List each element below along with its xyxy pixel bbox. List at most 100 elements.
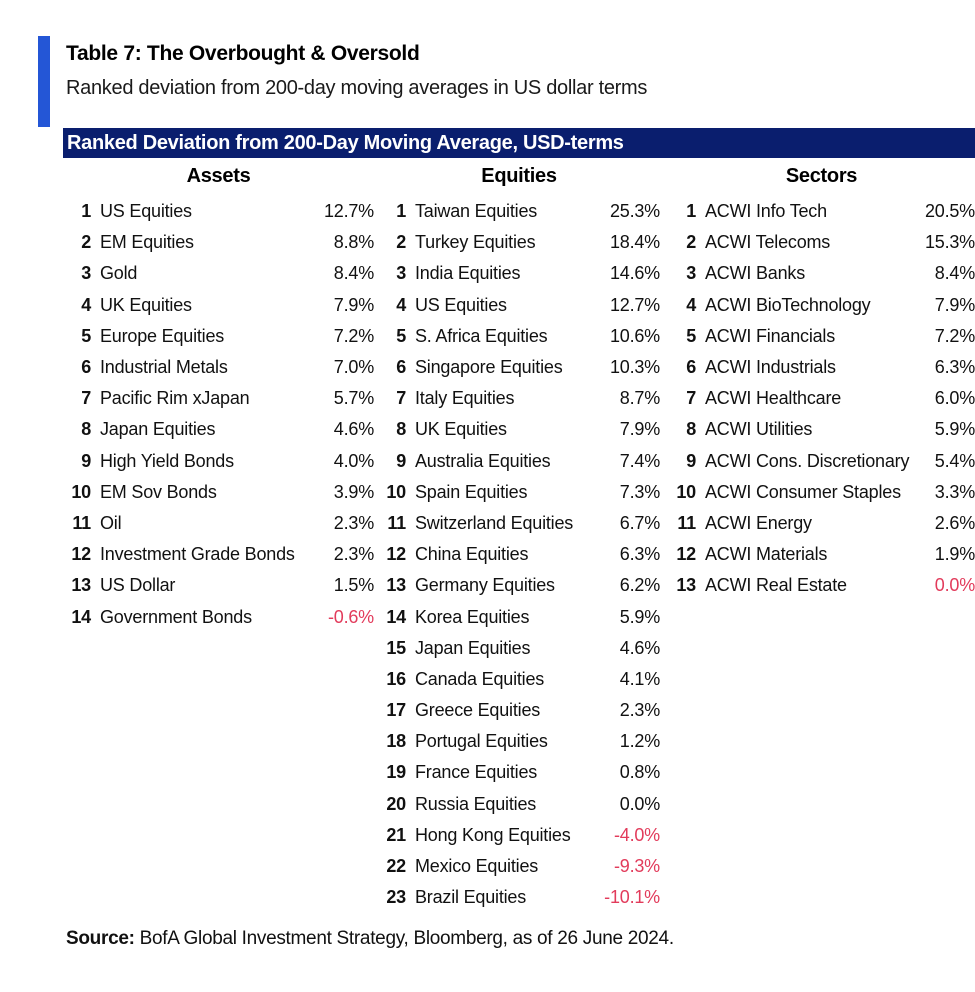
rank-cell: 7 [396, 388, 406, 409]
table-row: 18 Portugal Equities 1.2% [378, 726, 660, 757]
name-cell: US Dollar [100, 575, 176, 596]
name-cell: Pacific Rim xJapan [100, 388, 250, 409]
table-row: 5 Europe Equities 7.2% [63, 321, 374, 352]
table-row: 3 Gold 8.4% [63, 258, 374, 289]
rank-cell: 1 [396, 201, 406, 222]
assets-column-header: Assets [186, 165, 251, 187]
table-row: 9 High Yield Bonds 4.0% [63, 446, 374, 477]
name-cell: Taiwan Equities [415, 201, 538, 222]
name-cell: Industrial Metals [100, 357, 228, 378]
name-cell: Brazil Equities [415, 887, 527, 908]
value-cell: 3.3% [934, 481, 975, 502]
name-cell: US Equities [415, 294, 507, 315]
rank-cell: 12 [676, 544, 696, 565]
table-row: 6 Singapore Equities 10.3% [378, 352, 660, 383]
value-cell: 1.2% [619, 731, 660, 752]
rank-cell: 18 [386, 731, 406, 752]
value-cell: 6.7% [619, 512, 660, 533]
section-banner: Ranked Deviation from 200-Day Moving Ave… [63, 128, 975, 158]
rank-cell: 22 [386, 856, 406, 877]
value-cell: 8.4% [934, 263, 975, 284]
value-cell: 20.5% [924, 201, 975, 222]
table-row: 10 EM Sov Bonds 3.9% [63, 477, 374, 508]
rank-cell: 11 [387, 512, 406, 533]
table-row: 2 ACWI Telecoms 15.3% [668, 227, 975, 258]
name-cell: Mexico Equities [415, 856, 539, 877]
table-row: 4 ACWI BioTechnology 7.9% [668, 290, 975, 321]
rank-cell: 10 [386, 481, 406, 502]
name-cell: Korea Equities [415, 606, 530, 627]
table-row: 12 Investment Grade Bonds 2.3% [63, 539, 374, 570]
name-cell: Australia Equities [415, 450, 551, 471]
value-cell: 2.3% [333, 512, 374, 533]
name-cell: Government Bonds [100, 606, 252, 627]
rank-cell: 7 [81, 388, 91, 409]
value-cell: 12.7% [323, 201, 374, 222]
table-row: 3 ACWI Banks 8.4% [668, 258, 975, 289]
table-row: 7 ACWI Healthcare 6.0% [668, 383, 975, 414]
table-row: 11 ACWI Energy 2.6% [668, 508, 975, 539]
rank-cell: 15 [386, 637, 406, 658]
table-row: 8 UK Equities 7.9% [378, 414, 660, 445]
value-cell: 25.3% [609, 201, 660, 222]
rank-cell: 4 [686, 294, 696, 315]
value-cell: 7.4% [619, 450, 660, 471]
table-row: 1 US Equities 12.7% [63, 196, 374, 227]
name-cell: ACWI Consumer Staples [705, 481, 901, 502]
name-cell: Singapore Equities [415, 357, 563, 378]
table-row: 2 EM Equities 8.8% [63, 227, 374, 258]
name-cell: ACWI Real Estate [705, 575, 847, 596]
name-cell: Japan Equities [415, 637, 531, 658]
value-cell: 2.3% [619, 700, 660, 721]
name-cell: ACWI Banks [705, 263, 806, 284]
rank-cell: 9 [396, 450, 406, 471]
table-row: 13 ACWI Real Estate 0.0% [668, 570, 975, 601]
value-cell: 5.4% [934, 450, 975, 471]
rank-cell: 23 [386, 887, 406, 908]
name-cell: Portugal Equities [415, 731, 548, 752]
sectors-column-header: Sectors [785, 165, 858, 187]
rank-cell: 5 [686, 325, 696, 346]
value-cell: 18.4% [609, 232, 660, 253]
rank-cell: 6 [686, 357, 696, 378]
value-cell: 3.9% [333, 481, 374, 502]
value-cell: 5.7% [333, 388, 374, 409]
rank-cell: 14 [386, 606, 406, 627]
table-row: 6 ACWI Industrials 6.3% [668, 352, 975, 383]
table-title: Table 7: The Overbought & Oversold [66, 42, 420, 65]
name-cell: Russia Equities [415, 793, 537, 814]
table-row: 3 India Equities 14.6% [378, 258, 660, 289]
rank-cell: 9 [686, 450, 696, 471]
rank-cell: 13 [386, 575, 406, 596]
table-row: 22 Mexico Equities -9.3% [378, 851, 660, 882]
name-cell: UK Equities [415, 419, 507, 440]
value-cell: -0.6% [327, 606, 374, 627]
table-row: 7 Italy Equities 8.7% [378, 383, 660, 414]
value-cell: 2.6% [934, 512, 975, 533]
name-cell: US Equities [100, 201, 192, 222]
value-cell: 7.0% [333, 357, 374, 378]
rank-cell: 1 [686, 201, 696, 222]
rank-cell: 11 [677, 512, 696, 533]
table-row: 17 Greece Equities 2.3% [378, 695, 660, 726]
table-subtitle: Ranked deviation from 200-day moving ave… [66, 77, 648, 99]
name-cell: Germany Equities [415, 575, 555, 596]
name-cell: ACWI Telecoms [705, 232, 831, 253]
rank-cell: 16 [386, 668, 406, 689]
value-cell: 1.9% [934, 544, 975, 565]
table-row: 8 Japan Equities 4.6% [63, 414, 374, 445]
value-cell: 6.3% [934, 357, 975, 378]
table-row: 7 Pacific Rim xJapan 5.7% [63, 383, 374, 414]
rank-cell: 3 [686, 263, 696, 284]
value-cell: 6.0% [934, 388, 975, 409]
value-cell: 0.0% [934, 575, 975, 596]
value-cell: 12.7% [609, 294, 660, 315]
value-cell: 8.8% [333, 232, 374, 253]
name-cell: UK Equities [100, 294, 192, 315]
value-cell: 0.8% [619, 762, 660, 783]
name-cell: France Equities [415, 762, 538, 783]
value-cell: 14.6% [609, 263, 660, 284]
name-cell: Greece Equities [415, 700, 541, 721]
table-row: 1 Taiwan Equities 25.3% [378, 196, 660, 227]
source-line: Source: BofA Global Investment Strategy,… [66, 928, 674, 950]
